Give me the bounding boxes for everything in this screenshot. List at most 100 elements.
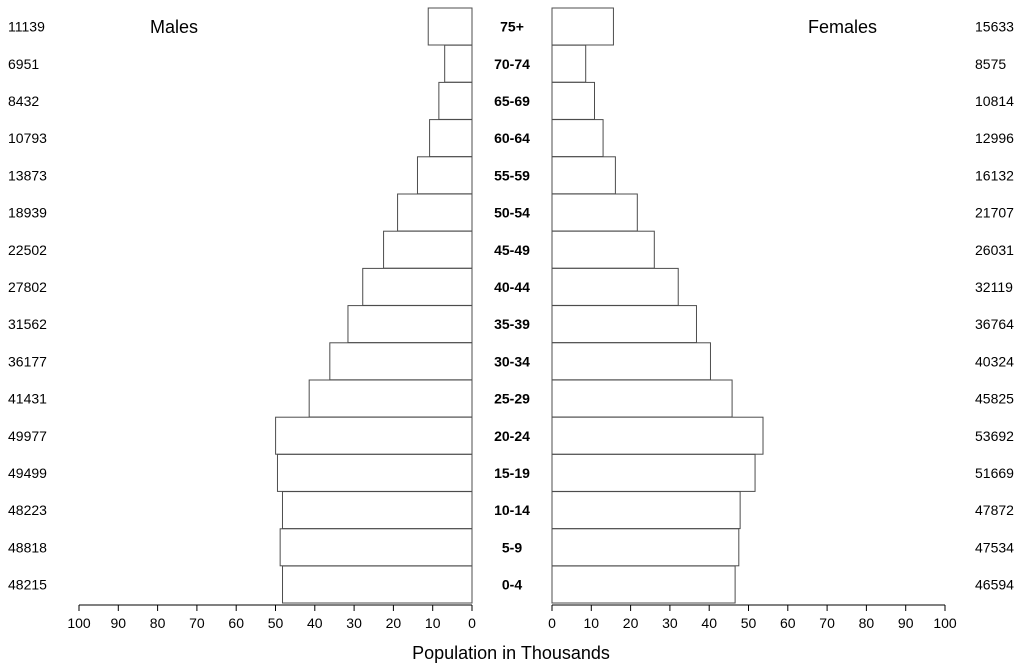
female-value-label: 15633 [975, 19, 1014, 35]
female-bar [552, 45, 586, 82]
female-axis-tick-label: 70 [819, 615, 835, 631]
female-value-label: 45825 [975, 391, 1014, 407]
male-axis-tick-label: 40 [307, 615, 323, 631]
male-axis-tick-label: 20 [386, 615, 402, 631]
female-bar [552, 8, 613, 45]
female-axis-tick-label: 100 [933, 615, 957, 631]
female-value-label: 46594 [975, 577, 1014, 593]
male-axis-tick-label: 80 [150, 615, 166, 631]
age-group-label: 0-4 [502, 577, 522, 593]
male-value-label: 36177 [8, 353, 47, 369]
female-axis-tick-label: 30 [662, 615, 678, 631]
age-group-label: 20-24 [494, 428, 530, 444]
male-value-label: 31562 [8, 316, 47, 332]
age-group-label: 45-49 [494, 242, 530, 258]
age-group-label: 60-64 [494, 130, 530, 146]
male-bar [348, 306, 472, 343]
male-axis-tick-label: 100 [67, 615, 91, 631]
female-value-label: 21707 [975, 205, 1014, 221]
male-bar [280, 529, 472, 566]
axes-group: 0 0 10 10 20 20 30 30 40 40 50 50 60 60 70 70 80 80 90 90 10… [67, 605, 957, 631]
male-bar [439, 82, 472, 119]
female-value-label: 26031 [975, 242, 1014, 258]
female-axis-tick-label: 50 [741, 615, 757, 631]
male-bar [330, 343, 472, 380]
males-label: Males [150, 17, 198, 37]
female-bar [552, 231, 654, 268]
female-value-label: 8575 [975, 56, 1006, 72]
male-value-label: 49499 [8, 465, 47, 481]
female-bar [552, 157, 615, 194]
age-group-label: 5-9 [502, 539, 522, 555]
male-bar [445, 45, 472, 82]
age-group-label: 65-69 [494, 93, 530, 109]
male-bar [428, 8, 472, 45]
bars-group: 75+ 11139 15633 70-74 6951 8575 65-69 8432 10814… [8, 8, 1014, 603]
female-value-label: 10814 [975, 93, 1014, 109]
male-bar [398, 194, 472, 231]
male-value-label: 22502 [8, 242, 47, 258]
age-group-label: 75+ [500, 19, 524, 35]
females-label: Females [808, 17, 877, 37]
age-group-label: 25-29 [494, 391, 530, 407]
age-group-label: 50-54 [494, 205, 530, 221]
male-value-label: 11139 [8, 19, 45, 35]
female-axis-tick-label: 0 [548, 615, 556, 631]
male-bar [276, 417, 472, 454]
male-bar [283, 566, 472, 603]
female-axis-tick-label: 60 [780, 615, 796, 631]
female-bar [552, 454, 755, 491]
male-axis-tick-label: 10 [425, 615, 441, 631]
male-axis-tick-label: 30 [346, 615, 362, 631]
female-bar [552, 82, 594, 119]
male-bar [309, 380, 472, 417]
female-bar [552, 194, 637, 231]
male-value-label: 6951 [8, 56, 39, 72]
age-group-label: 70-74 [494, 56, 530, 72]
male-value-label: 8432 [8, 93, 39, 109]
male-value-label: 48223 [8, 502, 47, 518]
female-bar [552, 417, 763, 454]
female-axis-tick-label: 10 [584, 615, 600, 631]
age-group-label: 35-39 [494, 316, 530, 332]
female-value-label: 53692 [975, 428, 1014, 444]
female-value-label: 36764 [975, 316, 1014, 332]
male-value-label: 18939 [8, 205, 47, 221]
female-value-label: 40324 [975, 353, 1014, 369]
age-group-label: 10-14 [494, 502, 530, 518]
female-axis-tick-label: 40 [701, 615, 717, 631]
male-value-label: 48215 [8, 577, 47, 593]
male-bar [363, 268, 472, 305]
female-bar [552, 380, 732, 417]
female-bar [552, 268, 678, 305]
male-axis-tick-label: 90 [111, 615, 127, 631]
age-group-label: 30-34 [494, 353, 530, 369]
female-value-label: 32119 [975, 279, 1013, 295]
female-bar [552, 529, 739, 566]
male-axis-tick-label: 0 [468, 615, 476, 631]
age-group-label: 40-44 [494, 279, 530, 295]
male-value-label: 27802 [8, 279, 47, 295]
male-bar [282, 492, 472, 529]
male-bar [430, 120, 472, 157]
female-value-label: 12996 [975, 130, 1014, 146]
male-value-label: 48818 [8, 539, 47, 555]
x-axis-title: Population in Thousands [412, 643, 610, 663]
male-axis-tick-label: 60 [228, 615, 244, 631]
female-bar [552, 306, 696, 343]
female-value-label: 16132 [975, 167, 1014, 183]
female-axis-tick-label: 90 [898, 615, 914, 631]
female-bar [552, 566, 735, 603]
male-bar [384, 231, 472, 268]
male-bar [417, 157, 472, 194]
male-value-label: 13873 [8, 167, 47, 183]
male-value-label: 41431 [8, 391, 47, 407]
female-bar [552, 492, 740, 529]
female-bar [552, 120, 603, 157]
female-value-label: 47872 [975, 502, 1014, 518]
female-bar [552, 343, 710, 380]
age-group-label: 55-59 [494, 167, 530, 183]
male-bar [277, 454, 472, 491]
female-axis-tick-label: 80 [859, 615, 875, 631]
